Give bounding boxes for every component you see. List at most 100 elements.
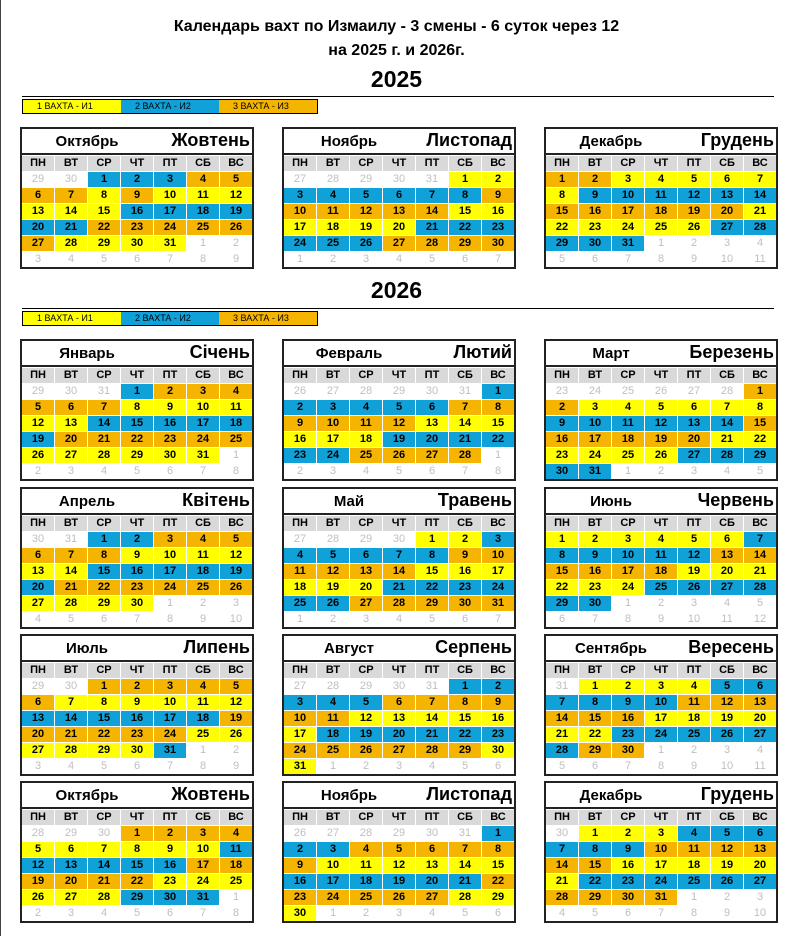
month-name-ru: Октябрь [55,133,119,150]
day-cell: 1 [284,612,316,627]
day-cell: 27 [711,580,743,595]
day-cell: 28 [449,448,481,463]
day-cell: 7 [154,252,186,267]
day-cell: 6 [579,759,611,774]
year-divider [22,308,774,309]
weekday-header: СР [88,156,120,171]
weekday-header: ПН [546,810,578,825]
day-cell: 1 [154,596,186,611]
day-cell: 1 [645,236,677,251]
day-cell: 1 [416,532,448,547]
month-name-ru: Сентябрь [575,640,647,657]
month-name-ua: Грудень [700,130,774,150]
day-cell: 2 [678,236,710,251]
day-cell: 30 [612,890,644,905]
day-cell: 6 [546,612,578,627]
day-cell: 6 [350,548,382,563]
month-name-ua: Червень [697,490,774,510]
day-cell: 18 [612,432,644,447]
day-cell: 16 [482,204,514,219]
day-cell: 23 [482,220,514,235]
day-cell: 7 [645,906,677,921]
day-cell: 23 [284,448,316,463]
day-cell: 28 [350,826,382,841]
day-cell: 20 [55,432,87,447]
day-cell: 28 [317,532,349,547]
day-cell: 8 [612,612,644,627]
day-cell: 25 [645,580,677,595]
weekday-header: ВТ [317,368,349,383]
day-cell: 18 [350,874,382,889]
day-cell: 2 [284,400,316,415]
day-cell: 3 [744,890,776,905]
day-cell: 5 [383,400,415,415]
day-cell: 13 [711,188,743,203]
day-cell: 5 [22,400,54,415]
day-cell: 19 [678,204,710,219]
day-cell: 29 [121,448,153,463]
day-cell: 18 [678,858,710,873]
day-cell: 27 [678,448,710,463]
page-subtitle: на 2025 г. и 2026г. [328,42,465,59]
day-cell: 15 [579,858,611,873]
day-cell: 13 [22,711,54,726]
weekday-header: ПТ [154,663,186,678]
day-cell: 8 [482,842,514,857]
day-cell: 4 [55,759,87,774]
weekday-header: ПН [546,156,578,171]
day-cell: 15 [88,204,120,219]
day-cell: 18 [645,204,677,219]
day-cell: 4 [416,759,448,774]
weekday-header: ВС [220,156,252,171]
weekday-header: СР [612,368,644,383]
day-cell: 12 [645,416,677,431]
day-cell: 9 [482,188,514,203]
day-cell: 4 [350,842,382,857]
day-cell: 2 [284,842,316,857]
month-header: Август Серпень [284,636,514,662]
day-cell: 28 [383,596,415,611]
month-name-ru: Июнь [590,493,632,510]
day-cell: 3 [350,252,382,267]
day-cell: 6 [22,548,54,563]
day-cell: 5 [546,759,578,774]
day-cell: 3 [154,532,186,547]
day-cell: 27 [284,172,316,187]
day-cell: 29 [482,890,514,905]
day-cell: 19 [220,564,252,579]
month-name-ua: Лютий [453,342,513,362]
month-name-ru: Май [333,493,365,510]
day-cell: 2 [22,464,54,479]
day-cell: 3 [154,172,186,187]
weekday-header: ПТ [416,368,448,383]
day-cell: 27 [744,874,776,889]
day-cell: 10 [317,416,349,431]
day-cell: 28 [546,890,578,905]
year-heading: 2025 [370,66,423,92]
weekday-header: ПТ [154,516,186,531]
day-cell: 4 [678,826,710,841]
weekday-header: ВТ [579,516,611,531]
day-cell: 2 [350,906,382,921]
day-cell: 5 [416,612,448,627]
weekday-header: СБ [449,663,481,678]
weekday-header: ПТ [154,810,186,825]
day-cell: 6 [711,532,743,547]
day-cell: 27 [284,532,316,547]
day-cell: 31 [284,759,316,774]
legend: 1 ВАХТА - И1 2 ВАХТА - И2 3 ВАХТА - И3 [22,99,318,114]
weekday-header: ПН [284,663,316,678]
day-cell: 9 [284,858,316,873]
day-cell: 14 [383,564,415,579]
day-cell: 2 [579,532,611,547]
weekday-header: ПТ [154,368,186,383]
day-cell: 14 [449,416,481,431]
month-grid: ПН ВТ СР ЧТ ПТ СБ ВС 28 29 30 1 2 3 4 5 6 7 8 9 10 11 12 13 14 1… [22,809,252,921]
day-cell: 31 [416,172,448,187]
day-cell: 9 [482,695,514,710]
day-cell: 31 [482,596,514,611]
weekday-header: ЧТ [383,516,415,531]
day-cell: 16 [121,204,153,219]
weekday-header: ЧТ [645,368,677,383]
day-cell: 11 [317,711,349,726]
